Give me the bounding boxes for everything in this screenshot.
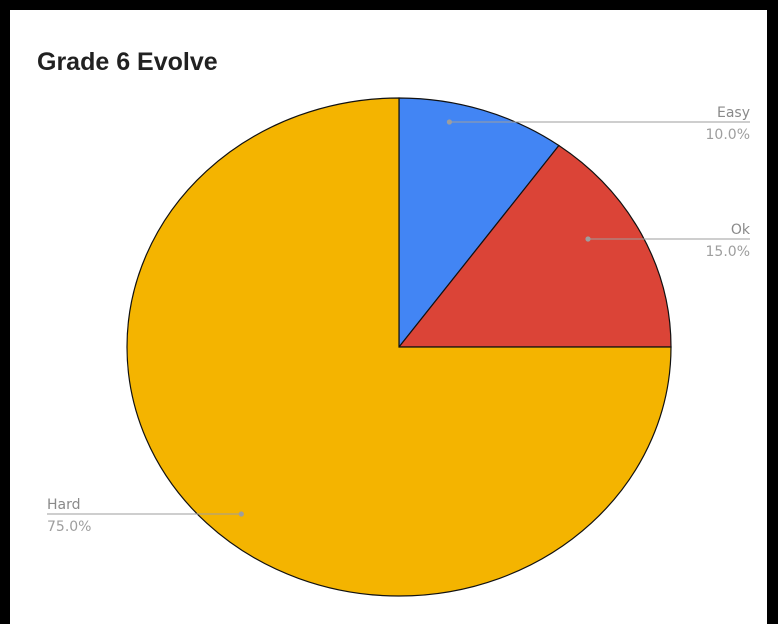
slice-value-easy: 10.0% — [706, 127, 750, 143]
slices-layer — [126, 97, 672, 597]
pie-slice-easy[interactable] — [398, 97, 560, 349]
pie-slice-ok[interactable] — [397, 144, 672, 348]
slice-value-ok: 15.0% — [706, 244, 750, 260]
slice-label-easy: Easy — [717, 105, 750, 121]
pie-slice-hard[interactable] — [126, 97, 672, 597]
slice-value-hard: 75.0% — [47, 519, 91, 535]
slice-label-hard: Hard — [47, 497, 81, 513]
chart-frame: Grade 6 Evolve Easy 10.0% Ok 15.0% Hard 75.0% — [10, 10, 767, 624]
pie-chart: Grade 6 Evolve Easy 10.0% Ok 15.0% Hard 75.0% — [37, 48, 751, 597]
labels-layer: Easy 10.0% Ok 15.0% Hard 75.0% — [47, 105, 751, 535]
chart-title: Grade 6 Evolve — [37, 48, 218, 76]
slice-label-ok: Ok — [731, 222, 751, 238]
